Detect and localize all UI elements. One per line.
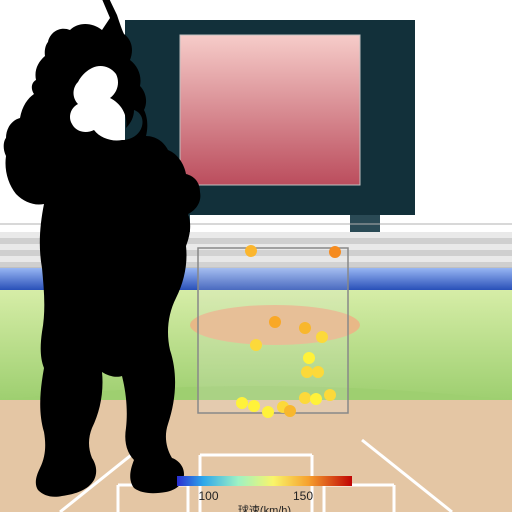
pitch-marker <box>299 322 311 334</box>
pitch-marker <box>312 366 324 378</box>
pitch-marker <box>324 389 336 401</box>
pitch-marker <box>329 246 341 258</box>
pitch-marker <box>248 400 260 412</box>
colorbar <box>177 476 352 486</box>
pitch-marker <box>245 245 257 257</box>
pitch-marker <box>316 331 328 343</box>
pitch-marker <box>269 316 281 328</box>
pitch-marker <box>303 352 315 364</box>
pitch-marker <box>236 397 248 409</box>
scoreboard-screen <box>180 35 360 185</box>
strike-zone <box>198 248 348 413</box>
pitch-marker <box>310 393 322 405</box>
pitch-marker <box>301 366 313 378</box>
pitch-marker <box>299 392 311 404</box>
colorbar-tick-label: 150 <box>293 489 313 503</box>
pitch-marker <box>250 339 262 351</box>
pitch-marker <box>284 405 296 417</box>
colorbar-axis-label: 球速(km/h) <box>238 503 291 512</box>
pitch-marker <box>262 406 274 418</box>
pitch-location-chart: 100 150球速(km/h) <box>0 0 512 512</box>
colorbar-tick-label: 100 <box>198 489 218 503</box>
